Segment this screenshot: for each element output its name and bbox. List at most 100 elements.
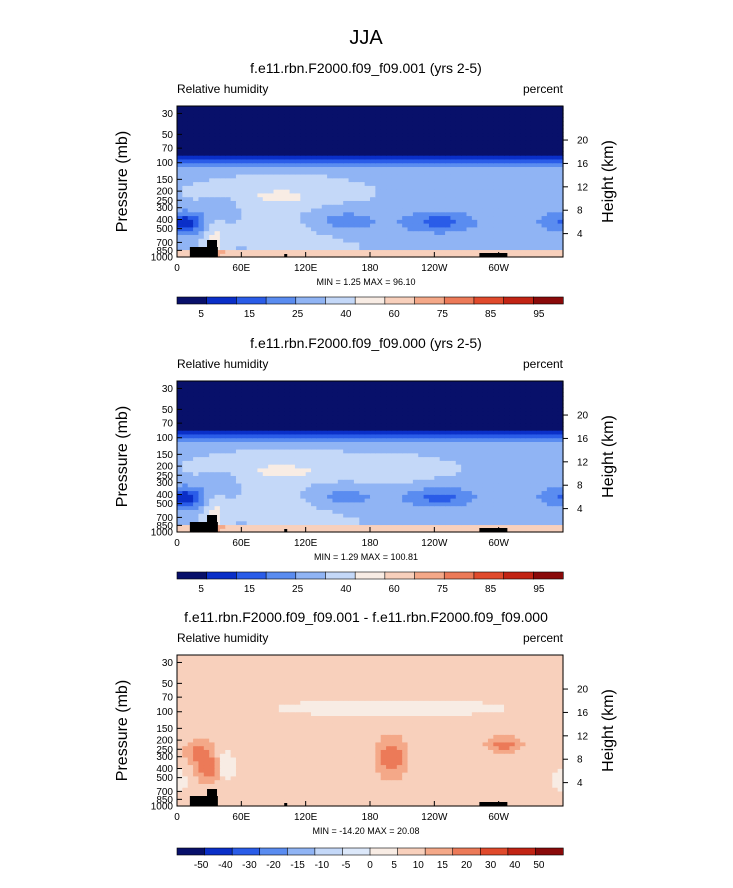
heatmap-cell bbox=[268, 128, 275, 134]
heatmap-cell bbox=[252, 207, 259, 213]
heatmap-cell bbox=[262, 441, 269, 446]
heatmap-cell bbox=[321, 124, 328, 130]
heatmap-cell bbox=[337, 166, 344, 171]
heatmap-cell bbox=[530, 482, 537, 488]
heatmap-cell bbox=[445, 498, 452, 503]
heatmap-cell bbox=[327, 456, 334, 461]
heatmap-cell bbox=[498, 200, 505, 205]
heatmap-cell bbox=[241, 486, 248, 492]
heatmap-cell bbox=[235, 437, 242, 442]
heatmap-cell bbox=[257, 189, 264, 194]
heatmap-cell bbox=[418, 173, 425, 179]
heatmap-cell bbox=[391, 223, 398, 228]
heatmap-cell bbox=[471, 479, 478, 484]
heatmap-cell bbox=[541, 520, 548, 526]
heatmap-cell bbox=[418, 109, 425, 115]
heatmap-cell bbox=[182, 223, 189, 228]
heatmap-cell bbox=[203, 113, 210, 118]
heatmap-cell bbox=[305, 128, 312, 134]
heatmap-cell bbox=[455, 219, 462, 224]
heatmap-cell bbox=[241, 513, 248, 518]
heatmap-cell bbox=[477, 177, 484, 183]
heatmap-cell bbox=[450, 219, 457, 224]
heatmap-cell bbox=[434, 219, 441, 224]
heatmap-cell bbox=[198, 223, 205, 228]
heatmap-cell bbox=[257, 498, 264, 503]
heatmap-cell bbox=[337, 124, 344, 130]
heatmap-cell bbox=[391, 143, 398, 149]
heatmap-cell bbox=[187, 106, 194, 111]
heatmap-cell bbox=[509, 467, 516, 473]
heatmap-cell bbox=[311, 113, 317, 118]
heatmap-cell bbox=[552, 238, 559, 243]
x-tick-label: 60E bbox=[232, 263, 250, 274]
heatmap-cell bbox=[311, 128, 317, 134]
heatmap-cell bbox=[493, 475, 500, 480]
heatmap-cell bbox=[450, 143, 457, 149]
heatmap-cell bbox=[230, 448, 237, 454]
heatmap-cell bbox=[455, 516, 462, 522]
heatmap-cell bbox=[418, 234, 425, 239]
heatmap-cell bbox=[386, 158, 393, 164]
heatmap-cell bbox=[294, 189, 301, 194]
heatmap-cell bbox=[412, 196, 419, 201]
heatmap-cell bbox=[262, 445, 269, 450]
heatmap-cell bbox=[530, 426, 537, 431]
heatmap-cell bbox=[278, 128, 285, 134]
heatmap-cell bbox=[407, 185, 414, 190]
heatmap-cell bbox=[321, 196, 328, 201]
heatmap-cell bbox=[294, 173, 301, 179]
heatmap-cell bbox=[230, 505, 237, 510]
heatmap-cell bbox=[396, 185, 403, 190]
heatmap-cell bbox=[530, 528, 537, 533]
heatmap-cell bbox=[530, 501, 537, 507]
heatmap-cell bbox=[337, 204, 344, 209]
heatmap-cell bbox=[391, 162, 398, 168]
heatmap-cell bbox=[380, 430, 387, 435]
heatmap-cell bbox=[391, 207, 398, 213]
heatmap-cell bbox=[327, 132, 334, 137]
heatmap-cell bbox=[396, 109, 403, 115]
heatmap-cell bbox=[187, 170, 194, 175]
heatmap-cell bbox=[477, 109, 484, 115]
heatmap-cell bbox=[193, 238, 200, 243]
heatmap-cell bbox=[214, 151, 221, 156]
heatmap-cell bbox=[273, 509, 280, 514]
heatmap-cell bbox=[268, 513, 275, 518]
heatmap-cell bbox=[193, 234, 200, 239]
heatmap-cell bbox=[246, 445, 253, 450]
heatmap-cell bbox=[450, 253, 457, 258]
heatmap-cell bbox=[337, 139, 344, 145]
heatmap-cell bbox=[439, 452, 446, 458]
heatmap-cell bbox=[294, 117, 301, 122]
heatmap-cell bbox=[418, 475, 425, 480]
season-title: JJA bbox=[349, 27, 383, 49]
heatmap-cell bbox=[514, 124, 521, 130]
heatmap-cell bbox=[418, 524, 425, 529]
heatmap-cell bbox=[450, 155, 457, 160]
heatmap-cell bbox=[289, 464, 296, 469]
heatmap-cell bbox=[520, 215, 527, 220]
heatmap-cell bbox=[182, 158, 189, 164]
heatmap-cell bbox=[321, 113, 328, 118]
heatmap-cell bbox=[262, 196, 269, 201]
heatmap-cell bbox=[289, 479, 296, 484]
heatmap-cell bbox=[203, 155, 210, 160]
heatmap-cell bbox=[466, 162, 473, 168]
heatmap-cell bbox=[332, 124, 339, 130]
heatmap-cell bbox=[343, 226, 350, 232]
heatmap-cell bbox=[546, 509, 553, 514]
heatmap-cell bbox=[353, 245, 360, 251]
heatmap-cell bbox=[423, 162, 430, 168]
heatmap-cell bbox=[193, 207, 200, 213]
heatmap-cell bbox=[439, 528, 446, 533]
heatmap-cell bbox=[493, 238, 500, 243]
x-tick-label: 180 bbox=[362, 263, 379, 274]
heatmap-cell bbox=[209, 121, 216, 126]
heatmap-cell bbox=[268, 445, 275, 450]
heatmap-cell bbox=[182, 464, 189, 469]
heatmap-cell bbox=[493, 460, 500, 465]
heatmap-cell bbox=[493, 181, 500, 186]
heatmap-cell bbox=[423, 433, 430, 439]
heatmap-cell bbox=[396, 456, 403, 461]
